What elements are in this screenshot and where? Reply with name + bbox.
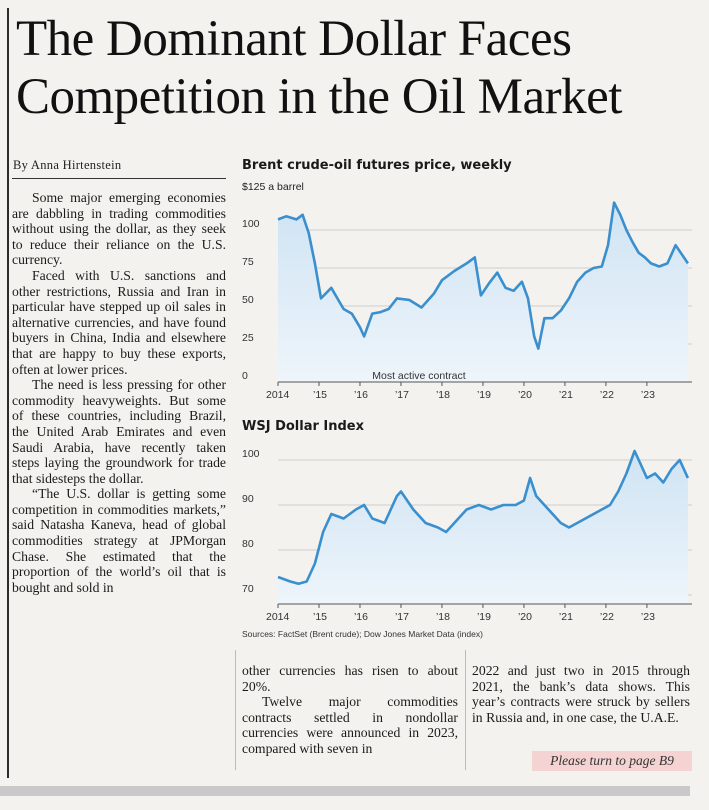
left-column-rule (7, 8, 9, 778)
body-column-3: 2022 and just two in 2015 through 2021, … (472, 663, 690, 725)
x-tick-label: ’16 (354, 389, 368, 401)
column-divider (465, 650, 466, 770)
chart-sources: Sources: FactSet (Brent crude); Dow Jone… (242, 629, 483, 639)
series-line (277, 201, 689, 350)
byline-rule (12, 178, 226, 179)
x-tick-label: ’23 (641, 611, 655, 623)
x-tick-label: ’20 (518, 611, 532, 623)
dollar-chart: 100 90 80 70 2014 ’15 ’16 ’17 ’18 ’19 ’20 ’21 ’22 ’23 (242, 448, 692, 623)
body-column-1: Some major emerging economies are dabbli… (12, 190, 226, 595)
chart-annotation: Most active contract (372, 370, 465, 382)
headline: The Dominant Dollar Faces Competition in… (16, 10, 706, 126)
byline: By Anna Hirtenstein (13, 158, 122, 172)
x-tick-label: ’22 (600, 611, 614, 623)
x-tick-label: ’22 (600, 389, 614, 401)
series-area (278, 451, 688, 604)
dollar-chart-title: WSJ Dollar Index (242, 419, 365, 434)
y-tick-label: 100 (242, 218, 260, 230)
bottom-bar (0, 786, 690, 796)
y-tick-label: 70 (242, 583, 254, 595)
x-tick-label: ’15 (313, 611, 327, 623)
headline-line-1: The Dominant Dollar Faces (16, 11, 572, 67)
x-tick-label: 2014 (266, 389, 290, 401)
series-line (277, 449, 690, 586)
y-tick-label: 25 (242, 332, 254, 344)
turn-page-link[interactable]: Please turn to page B9 (532, 751, 692, 771)
x-tick-label: ’20 (518, 389, 532, 401)
y-tick-label: 100 (242, 448, 260, 460)
headline-line-2: Competition in the Oil Market (16, 69, 622, 125)
x-tick-label: ’18 (436, 389, 450, 401)
y-tick-label: 75 (242, 256, 254, 268)
x-tick-label: ’15 (313, 389, 327, 401)
x-tick-label: ’21 (559, 611, 573, 623)
paragraph: 2022 and just two in 2015 through 2021, … (472, 663, 690, 725)
brent-chart: 100 75 50 25 0 2014 ’15 ’16 ’17 ’18 ’19 ’20 ’21 ’22 ’2… (242, 201, 692, 401)
x-tick-label: ’17 (395, 611, 409, 623)
x-tick-label: ’18 (436, 611, 450, 623)
x-tick-label: ’21 (559, 389, 573, 401)
y-tick-label: 90 (242, 493, 254, 505)
paragraph: “The U.S. dollar is getting some competi… (12, 486, 226, 595)
brent-unit-label: $125 a barrel (242, 181, 304, 193)
x-tick-label: ’17 (395, 389, 409, 401)
brent-chart-title: Brent crude-oil futures price, weekly (242, 158, 512, 173)
y-tick-label: 50 (242, 294, 254, 306)
y-tick-label: 0 (242, 370, 248, 382)
x-tick-label: ’19 (477, 611, 491, 623)
paragraph: Some major emerging economies are dabbli… (12, 190, 226, 268)
x-tick-label: ’16 (354, 611, 368, 623)
x-tick-label: ’19 (477, 389, 491, 401)
paragraph: Twelve major commodities contracts settl… (242, 694, 458, 756)
x-tick-label: ’23 (641, 389, 655, 401)
body-column-2: other currencies has risen to about 20%.… (242, 663, 458, 757)
y-tick-label: 80 (242, 538, 254, 550)
column-divider (235, 650, 236, 770)
paragraph: other currencies has risen to about 20%. (242, 663, 458, 694)
x-tick-label: 2014 (266, 611, 290, 623)
paragraph: The need is less pressing for other comm… (12, 377, 226, 486)
paragraph: Faced with U.S. sanctions and other rest… (12, 267, 226, 377)
series-area (278, 202, 688, 382)
